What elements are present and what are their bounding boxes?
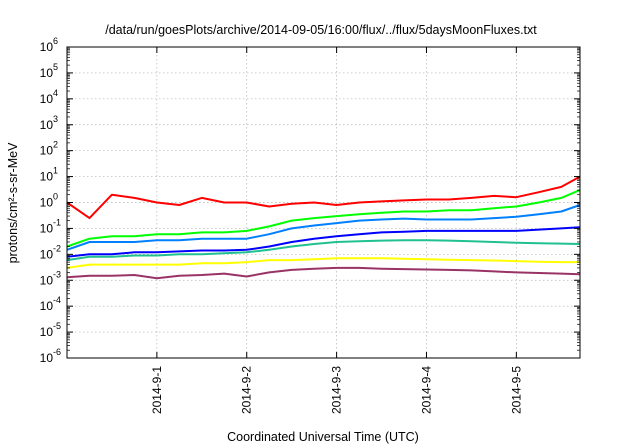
y-tick-exponent: -1: [53, 217, 61, 227]
y-tick-exponent: -2: [53, 243, 61, 253]
y-tick-exponent: -6: [53, 347, 61, 357]
y-tick-label: 10: [40, 325, 54, 339]
y-tick-label: 10: [40, 170, 54, 184]
y-tick-exponent: -3: [53, 269, 61, 279]
grid: [67, 47, 580, 358]
y-tick-exponent: 2: [53, 140, 58, 150]
x-tick-label: 2014-9-5: [509, 366, 523, 414]
y-tick-label: 10: [40, 118, 54, 132]
x-axis-label: Coordinated Universal Time (UTC): [227, 430, 419, 444]
y-tick-label: 10: [40, 351, 54, 365]
y-tick-exponent: -5: [53, 321, 61, 331]
x-tick-label: 2014-9-2: [240, 366, 254, 414]
y-tick-label: 10: [40, 196, 54, 210]
x-tick-label: 2014-9-4: [419, 366, 433, 414]
y-tick-label: 10: [40, 92, 54, 106]
series-line-7: [66, 266, 581, 280]
y-tick-exponent: 5: [53, 62, 58, 72]
series-line-3: [66, 204, 581, 251]
y-tick-label: 10: [40, 247, 54, 261]
y-tick-label: 10: [40, 66, 54, 80]
y-tick-exponent: 1: [53, 166, 58, 176]
y-tick-exponent: 3: [53, 114, 58, 124]
chart-title: /data/run/goesPlots/archive/2014-09-05/1…: [105, 23, 537, 37]
y-tick-exponent: 6: [53, 36, 58, 46]
y-tick-exponent: 0: [53, 192, 58, 202]
series-line-1: [66, 175, 581, 220]
x-axis: 2014-9-1 2014-9-2 2014-9-3 2014-9-4 2014-9-5: [150, 47, 523, 414]
y-axis-label: protons/cm²-s-sr-MeV: [6, 142, 20, 264]
series-layer: [66, 175, 581, 280]
series-line-6: [66, 257, 580, 269]
x-tick-label: 2014-9-3: [330, 366, 344, 414]
series-line-2: [66, 189, 581, 248]
y-tick-label: 10: [40, 273, 54, 287]
y-tick-exponent: -4: [53, 295, 61, 305]
y-tick-exponent: 4: [53, 88, 58, 98]
y-tick-label: 10: [40, 221, 54, 235]
x-tick-label: 2014-9-1: [150, 366, 164, 414]
y-tick-label: 10: [40, 40, 54, 54]
y-tick-label: 10: [40, 144, 54, 158]
series-line-5: [66, 239, 581, 262]
y-tick-label: 10: [40, 299, 54, 313]
series-line-4: [66, 226, 581, 258]
